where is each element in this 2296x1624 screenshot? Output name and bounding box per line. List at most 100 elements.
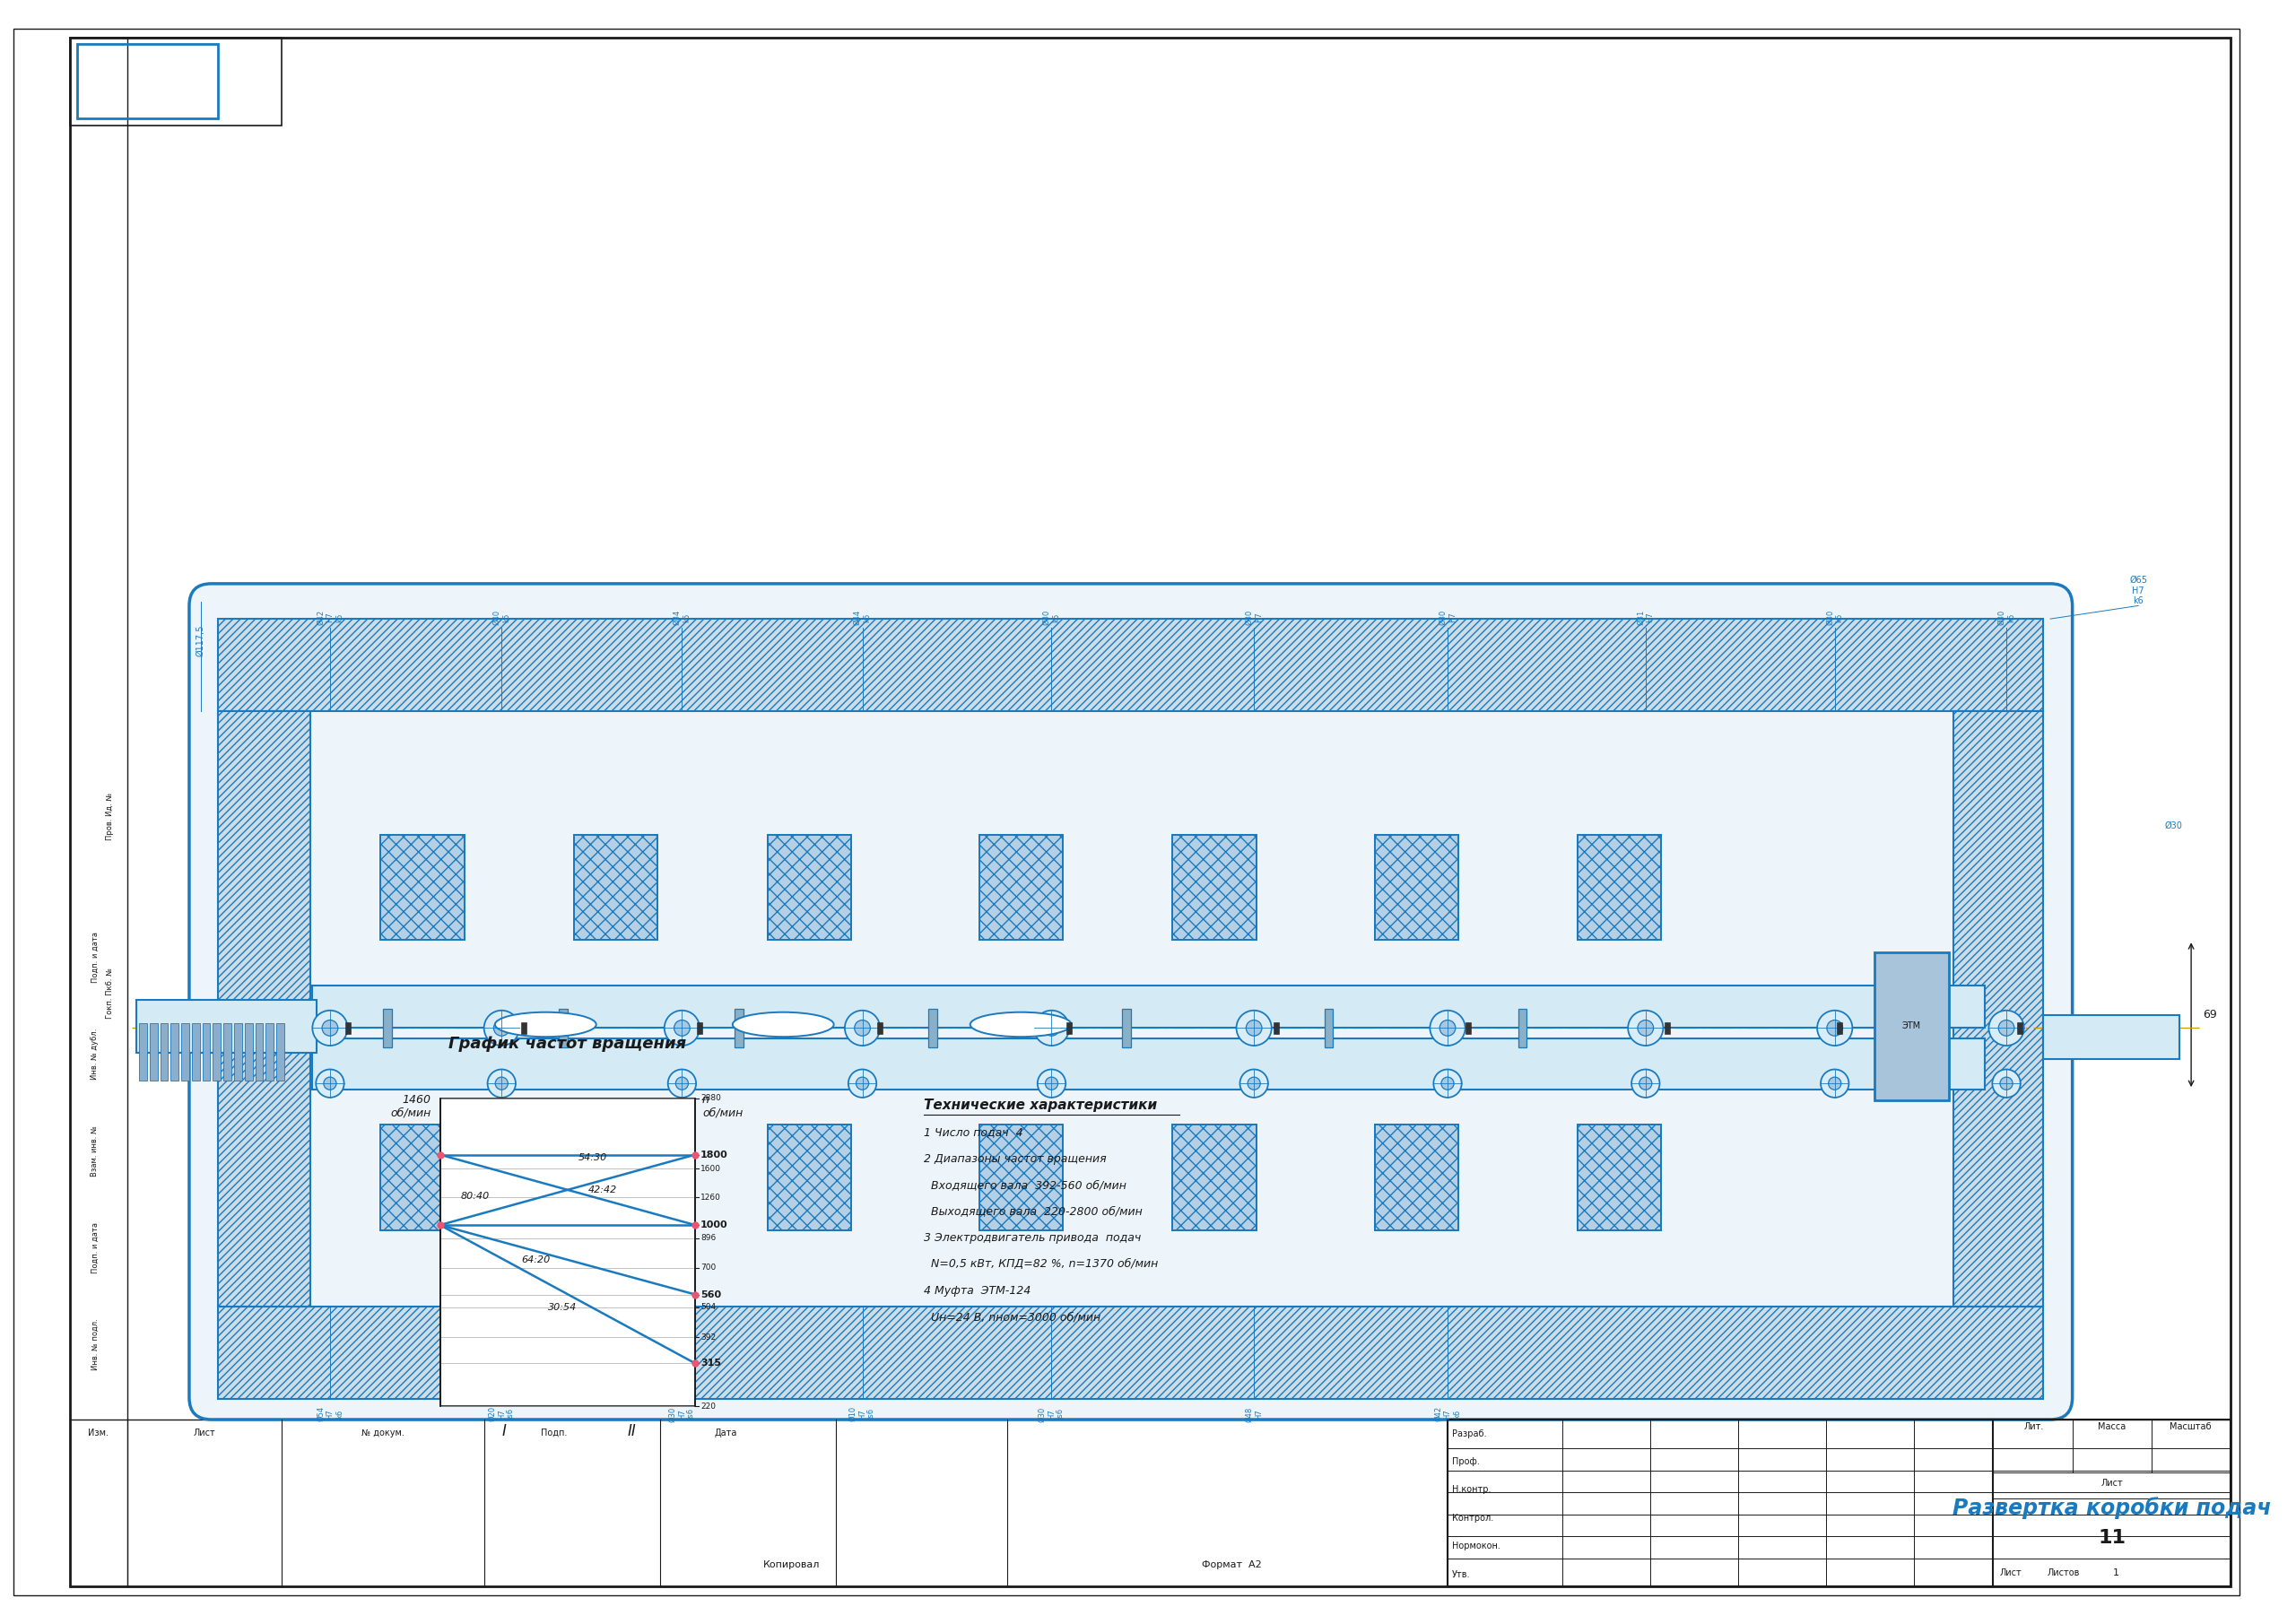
Bar [312,1039,1984,1090]
Bar [1518,1009,1527,1047]
Bar [161,1023,168,1082]
Text: Дата: Дата [714,1427,737,1437]
Text: 1260: 1260 [700,1194,721,1202]
Text: График частот вращения: График частот вращения [448,1036,687,1052]
Circle shape [1247,1077,1261,1090]
Circle shape [1240,1069,1267,1098]
Text: Ø30
k6: Ø30 k6 [1042,609,1061,625]
Text: Лист: Лист [2000,1569,2023,1577]
Circle shape [847,1069,877,1098]
Text: Ø31
H7: Ø31 H7 [1637,609,1655,625]
Text: Развертка коробки подач: Развертка коробки подач [1952,1496,2271,1518]
Bar [1173,835,1256,940]
Text: Выходящего вала  220-2800 об/мин: Выходящего вала 220-2800 об/мин [923,1205,1143,1218]
Bar [698,1021,703,1034]
Circle shape [1828,1020,1844,1036]
Text: N=0,5 кВт, КПД=82 %, n=1370 об/мин: N=0,5 кВт, КПД=82 %, n=1370 об/мин [923,1259,1157,1270]
Circle shape [1632,1069,1660,1098]
Text: Лист: Лист [2101,1478,2124,1488]
Bar [1173,1125,1256,1231]
Text: Ø10
H7
js6: Ø10 H7 js6 [850,1406,875,1421]
Text: Копировал: Копировал [765,1561,820,1569]
Ellipse shape [732,1012,833,1036]
Bar [381,835,464,940]
Text: 64:20: 64:20 [521,1255,551,1263]
Bar [218,1307,2043,1400]
Bar [558,1009,567,1047]
Bar [223,1023,232,1082]
Text: Ø42
H7
k6: Ø42 H7 k6 [1435,1406,1460,1421]
Circle shape [675,1020,689,1036]
Bar [1375,835,1458,940]
Text: Масса: Масса [2099,1423,2126,1431]
Text: 1460
об/мин: 1460 об/мин [390,1095,432,1119]
Bar [140,1023,147,1082]
Text: Ø30
H7: Ø30 H7 [1244,609,1263,625]
Bar [381,1125,464,1231]
Bar [574,835,657,940]
Text: Пров. Ид. №: Пров. Ид. № [106,793,115,841]
Bar [1375,835,1458,940]
Bar [521,1021,526,1034]
Circle shape [1235,1010,1272,1046]
Bar [1665,1021,1669,1034]
Text: Ø44
k6: Ø44 k6 [854,609,870,625]
Bar [1577,835,1660,940]
Circle shape [1430,1010,1465,1046]
Bar [574,1125,657,1231]
Circle shape [854,1020,870,1036]
Text: 896: 896 [700,1234,716,1242]
Bar [78,44,218,119]
Text: Лист: Лист [193,1427,216,1437]
Text: Утв.: Утв. [1451,1570,1469,1579]
Text: 80:40: 80:40 [461,1192,489,1200]
Circle shape [1433,1069,1463,1098]
Bar [383,1009,393,1047]
Bar [574,835,657,940]
FancyBboxPatch shape [188,583,2073,1419]
Bar [767,1125,852,1231]
Text: 69: 69 [2202,1009,2216,1020]
Bar [312,986,1984,1028]
Bar [1577,835,1660,940]
Bar [978,1125,1063,1231]
Text: 42:42: 42:42 [588,1186,618,1194]
Circle shape [487,1069,517,1098]
Circle shape [1045,1077,1058,1090]
Circle shape [668,1069,696,1098]
Circle shape [321,1020,338,1036]
Text: Ø34
k6: Ø34 k6 [673,609,691,625]
Text: Проф.: Проф. [1451,1457,1479,1466]
Bar [1446,1419,2232,1587]
Text: Ø30
H7
js6: Ø30 H7 js6 [668,1406,696,1421]
Bar [1375,1125,1458,1231]
Text: Взам. инв. №: Взам. инв. № [92,1125,99,1177]
Bar [978,1125,1063,1231]
Circle shape [1993,1069,2020,1098]
Text: Uн=24 В, nном=3000 об/мин: Uн=24 В, nном=3000 об/мин [923,1311,1100,1324]
Circle shape [1038,1069,1065,1098]
Bar [246,1023,253,1082]
Bar [149,1023,158,1082]
Circle shape [675,1077,689,1090]
Circle shape [856,1077,868,1090]
Text: 392: 392 [700,1333,716,1341]
Text: 2 Диапазоны частот вращения: 2 Диапазоны частот вращения [923,1153,1107,1164]
Text: Ø30: Ø30 [2165,822,2183,830]
Circle shape [1828,1077,1841,1090]
Bar [1173,1125,1256,1231]
Circle shape [1045,1020,1058,1036]
Bar [1274,1021,1279,1034]
Circle shape [1821,1069,1848,1098]
Text: 1: 1 [2112,1569,2119,1577]
Text: Ø20
H7
js6: Ø20 H7 js6 [489,1406,514,1421]
Text: Гокп. Пкб. №: Гокп. Пкб. № [106,968,115,1018]
Bar [735,1009,744,1047]
Bar [71,37,282,125]
Circle shape [484,1010,519,1046]
Bar [193,1023,200,1082]
Text: Ø54
H7
k6: Ø54 H7 k6 [317,1406,344,1421]
Bar [381,835,464,940]
Circle shape [312,1010,347,1046]
Text: 1800: 1800 [700,1150,728,1160]
